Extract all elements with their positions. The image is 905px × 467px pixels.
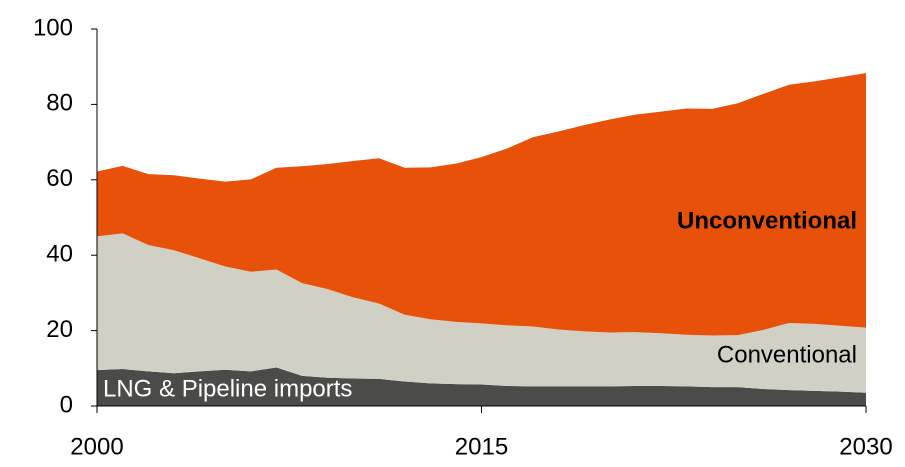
y-tick-label: 0 <box>60 391 73 418</box>
y-tick-label: 100 <box>33 14 73 41</box>
y-tick-label: 20 <box>46 316 73 343</box>
x-tick-label: 2030 <box>839 433 892 460</box>
x-tick-label: 2015 <box>455 433 508 460</box>
y-tick-label: 60 <box>46 165 73 192</box>
y-tick-label: 80 <box>46 90 73 117</box>
x-tick-label: 2000 <box>70 433 123 460</box>
area <box>97 367 866 406</box>
area <box>97 233 866 393</box>
y-tick-label: 40 <box>46 241 73 268</box>
series-label: LNG & Pipeline imports <box>103 375 352 402</box>
area <box>97 73 866 336</box>
series-label: Conventional <box>717 341 857 368</box>
series-label: Unconventional <box>677 207 857 234</box>
